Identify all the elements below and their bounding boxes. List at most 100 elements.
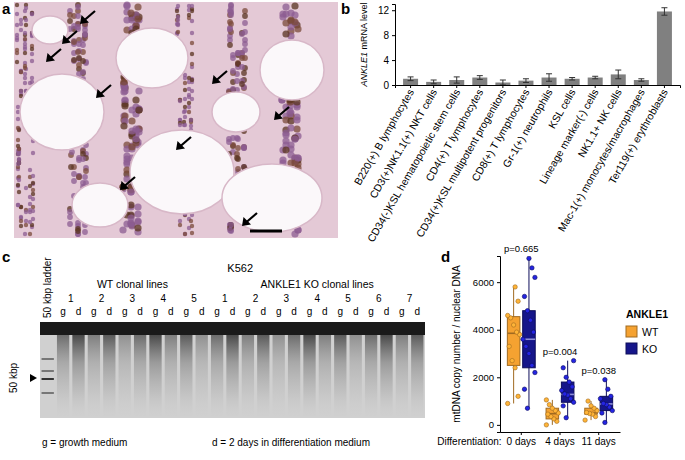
cell xyxy=(183,76,187,80)
point xyxy=(513,285,517,289)
point xyxy=(522,294,526,298)
cell xyxy=(31,151,35,155)
figure: abcd04812B220(+) B lymphocytesCD3(+)NK1.… xyxy=(0,0,685,460)
tick-mark xyxy=(497,377,500,378)
x-axis-title: Differentiation: xyxy=(437,436,501,447)
cell xyxy=(28,232,32,236)
point xyxy=(564,416,568,420)
gel-lane xyxy=(57,334,69,416)
point xyxy=(513,366,517,370)
arrow-shaft xyxy=(180,137,191,147)
error-cap xyxy=(569,80,575,81)
arrow-shaft xyxy=(278,107,289,117)
cell xyxy=(76,173,82,179)
arrow-shaft xyxy=(246,213,257,223)
cell xyxy=(71,178,77,184)
cell xyxy=(293,116,300,123)
point xyxy=(609,394,613,398)
point xyxy=(505,313,509,317)
group-label: ANKLE1 KO clonal lines xyxy=(261,278,374,290)
point xyxy=(530,266,534,270)
cell xyxy=(17,157,21,161)
error-cap xyxy=(546,81,552,82)
point xyxy=(507,344,511,348)
cell xyxy=(17,127,21,131)
gel-lane xyxy=(334,334,346,416)
tick-label: CD34(-)KSL hematopoietic stem cells xyxy=(365,87,463,244)
cell xyxy=(24,186,28,190)
cell xyxy=(178,98,182,102)
tick-label: 2000 xyxy=(473,372,494,383)
error-cap xyxy=(431,83,437,84)
tick-mark xyxy=(595,85,596,88)
cell xyxy=(24,67,28,71)
cell xyxy=(282,137,289,144)
point xyxy=(505,401,509,405)
clone-label: 6 xyxy=(376,293,382,304)
point xyxy=(527,351,531,355)
tick-mark xyxy=(618,85,619,88)
bar xyxy=(588,78,603,85)
cell xyxy=(17,178,21,182)
tick-mark xyxy=(392,10,395,11)
cell xyxy=(176,30,180,34)
clone-label: 7 xyxy=(407,293,413,304)
cell xyxy=(228,222,234,228)
arrow-head xyxy=(62,35,71,44)
cell xyxy=(189,118,193,122)
cell xyxy=(190,52,194,56)
condition-label: d xyxy=(384,306,390,317)
error-cap xyxy=(661,7,667,8)
cell xyxy=(67,221,73,227)
cell xyxy=(242,29,248,35)
point xyxy=(510,358,514,362)
tick: 2000 xyxy=(473,372,500,383)
clone-label: 4 xyxy=(314,293,320,304)
y-axis: 0200040006000 xyxy=(473,257,501,433)
cell xyxy=(187,101,191,105)
ladder-band xyxy=(42,378,54,380)
cell xyxy=(31,181,35,185)
cell xyxy=(16,138,20,142)
cell xyxy=(23,37,27,41)
point xyxy=(584,410,588,414)
cell xyxy=(30,52,34,56)
cell xyxy=(235,50,241,56)
cell xyxy=(187,105,191,109)
gel-lane xyxy=(350,334,362,416)
gel-lane xyxy=(211,334,223,416)
tick: Mac-1(+) monocytes/macrophages xyxy=(555,85,647,234)
tick: 8 xyxy=(383,30,395,41)
x-axis: B220(+) B lymphocytesCD3(+)NK1.1(+) NKT … xyxy=(351,85,680,244)
cell xyxy=(30,59,34,63)
cell xyxy=(282,3,289,10)
cell xyxy=(82,32,88,38)
cell xyxy=(176,22,180,26)
point xyxy=(544,423,548,427)
x-axis: 0 days4 days11 days xyxy=(501,432,621,447)
scale-bar xyxy=(250,230,282,233)
arrow-head xyxy=(242,217,251,226)
cell xyxy=(189,219,193,223)
panel-label: a xyxy=(2,0,11,17)
cell xyxy=(132,135,139,142)
box xyxy=(507,317,520,366)
gel-lane xyxy=(319,334,331,416)
condition-label: d xyxy=(76,306,82,317)
ladder-label: 50 kbp ladder xyxy=(42,257,53,318)
cell xyxy=(230,86,236,92)
point xyxy=(570,385,574,389)
cell xyxy=(241,144,247,150)
cell xyxy=(291,134,298,141)
tick-mark xyxy=(598,432,599,435)
cell xyxy=(16,184,20,188)
cell xyxy=(16,183,20,187)
panel-label: d xyxy=(441,248,450,265)
tick: CD34(+)KSL multipotent progenitors xyxy=(413,85,508,239)
gel-lane xyxy=(134,334,146,416)
cell xyxy=(71,57,77,63)
error-line xyxy=(618,70,619,79)
tick-mark xyxy=(572,85,573,88)
cell xyxy=(17,147,21,151)
condition-label: g xyxy=(153,306,159,317)
